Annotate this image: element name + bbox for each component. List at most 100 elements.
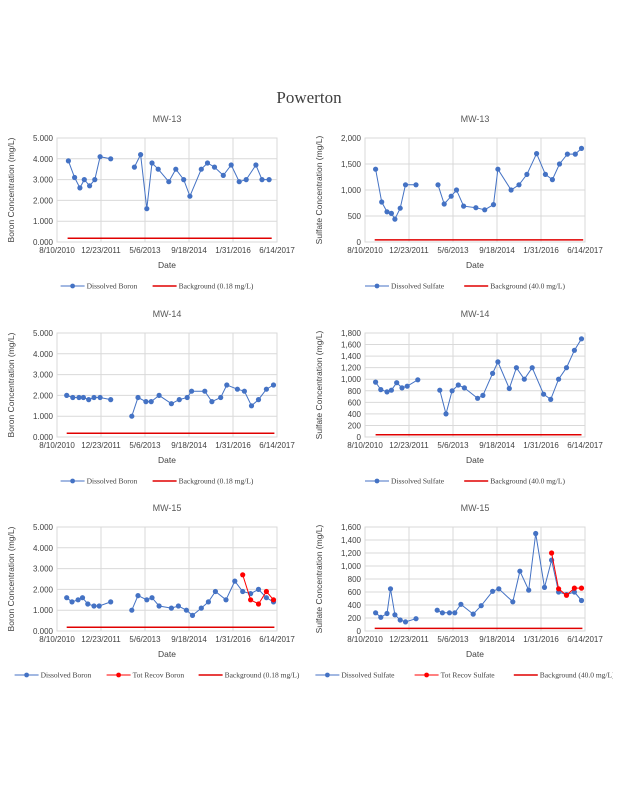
- data-point: [181, 177, 187, 183]
- data-point: [578, 597, 585, 604]
- data-point: [394, 380, 400, 386]
- data-point: [578, 336, 585, 342]
- data-point: [533, 530, 539, 537]
- data-point: [434, 607, 440, 613]
- data-point: [156, 392, 162, 398]
- x-tick-label: 12/23/2011: [389, 441, 429, 450]
- legend-marker: [424, 672, 429, 678]
- legend-item: Background (0.18 mg/L): [152, 477, 254, 486]
- y-tick-label: 0.000: [33, 433, 54, 442]
- data-point: [541, 584, 548, 590]
- data-point: [144, 206, 150, 212]
- data-point: [240, 588, 246, 595]
- data-point: [189, 612, 196, 618]
- data-point: [413, 616, 419, 622]
- y-tick-label: 5.000: [33, 523, 54, 532]
- chart-mw15-boron: MW-15 0.000 1.000 2.000 3.000 4.000 5.000 8/10/…: [5, 497, 305, 692]
- legend-label: Tot Recov Boron: [133, 671, 185, 680]
- data-point: [248, 403, 255, 409]
- data-point: [202, 388, 208, 394]
- data-point: [506, 385, 512, 392]
- data-point: [149, 160, 155, 166]
- data-point: [129, 413, 135, 419]
- x-axis-label: Date: [158, 455, 176, 465]
- data-point: [85, 601, 91, 607]
- chart-svg: MW-15 0 200 400 600 800 1,000 1,200 1,400 1,600 8/…: [314, 503, 613, 680]
- data-point: [379, 199, 385, 205]
- data-point: [392, 612, 398, 618]
- data-point: [92, 177, 98, 183]
- data-point: [184, 394, 190, 401]
- data-point: [240, 572, 246, 578]
- data-point: [415, 377, 421, 383]
- y-tick-label: 2,000: [341, 134, 362, 143]
- plot-area: [56, 137, 278, 243]
- legend-label: Dissolved Sulfate: [391, 477, 445, 486]
- y-tick-label: 500: [348, 212, 362, 221]
- legend-item: Background (40.0 mg/L): [464, 282, 565, 291]
- chart-svg: MW-15 0.000 1.000 2.000 3.000 4.000 5.000 8/10/…: [6, 503, 300, 680]
- y-tick-label: 400: [348, 601, 362, 610]
- series-tot-recov-boron: [240, 572, 277, 607]
- data-point: [478, 603, 484, 609]
- legend-item: Dissolved Sulfate: [365, 282, 445, 291]
- data-point: [80, 394, 86, 401]
- y-tick-label: 1,000: [341, 186, 362, 195]
- data-point: [64, 392, 70, 398]
- y-tick-label: 1,600: [341, 523, 362, 532]
- legend-marker: [374, 478, 380, 484]
- data-point: [453, 187, 460, 193]
- y-tick-label: 4.000: [33, 350, 54, 359]
- data-point: [263, 595, 269, 601]
- legend-marker: [325, 672, 330, 678]
- legend-label: Background (40.0 mg/L): [490, 282, 565, 291]
- data-point: [148, 399, 154, 405]
- data-point: [255, 397, 262, 403]
- data-point: [388, 387, 394, 393]
- data-point: [175, 603, 181, 609]
- x-tick-label: 5/6/2013: [437, 635, 469, 644]
- data-point: [91, 603, 97, 609]
- y-tick-label: 3.000: [33, 371, 54, 380]
- y-tick-label: 600: [348, 398, 362, 407]
- y-tick-label: 1,200: [341, 364, 362, 373]
- x-tick-label: 12/23/2011: [389, 635, 429, 644]
- data-point: [521, 376, 527, 382]
- data-point: [378, 614, 384, 620]
- data-point: [564, 151, 570, 157]
- data-point: [97, 394, 103, 401]
- y-tick-label: 1,000: [341, 375, 362, 384]
- x-tick-label: 1/31/2016: [215, 441, 251, 450]
- data-point: [183, 607, 189, 613]
- data-point: [556, 376, 562, 382]
- data-point: [96, 603, 102, 609]
- data-point: [81, 177, 87, 183]
- legend-item: Background (40.0 mg/L): [513, 671, 613, 680]
- y-tick-label: 5.000: [33, 134, 54, 143]
- x-tick-label: 1/31/2016: [215, 246, 251, 255]
- y-tick-label: 5.000: [33, 329, 54, 338]
- y-tick-label: 200: [348, 614, 362, 623]
- y-tick-label: 1,400: [341, 352, 362, 361]
- y-tick-label: 800: [348, 575, 362, 584]
- data-point: [392, 216, 398, 222]
- plot-area: [56, 332, 278, 438]
- x-tick-label: 6/14/2017: [567, 441, 603, 450]
- y-tick-label: 200: [348, 421, 362, 430]
- chart-title: MW-14: [461, 309, 490, 319]
- x-tick-label: 1/31/2016: [523, 635, 559, 644]
- x-tick-label: 12/23/2011: [389, 246, 429, 255]
- x-tick-label: 8/10/2010: [347, 635, 383, 644]
- chart-title: MW-15: [461, 503, 490, 513]
- data-point: [563, 365, 570, 371]
- data-point: [534, 151, 540, 157]
- data-point: [510, 599, 516, 605]
- x-tick-label: 1/31/2016: [523, 441, 559, 450]
- y-tick-label: 3.000: [33, 565, 54, 574]
- y-tick-label: 0.000: [33, 627, 54, 636]
- data-point: [263, 588, 269, 595]
- data-point: [198, 605, 204, 611]
- data-point: [529, 365, 535, 371]
- data-point: [234, 386, 240, 392]
- data-point: [495, 166, 501, 172]
